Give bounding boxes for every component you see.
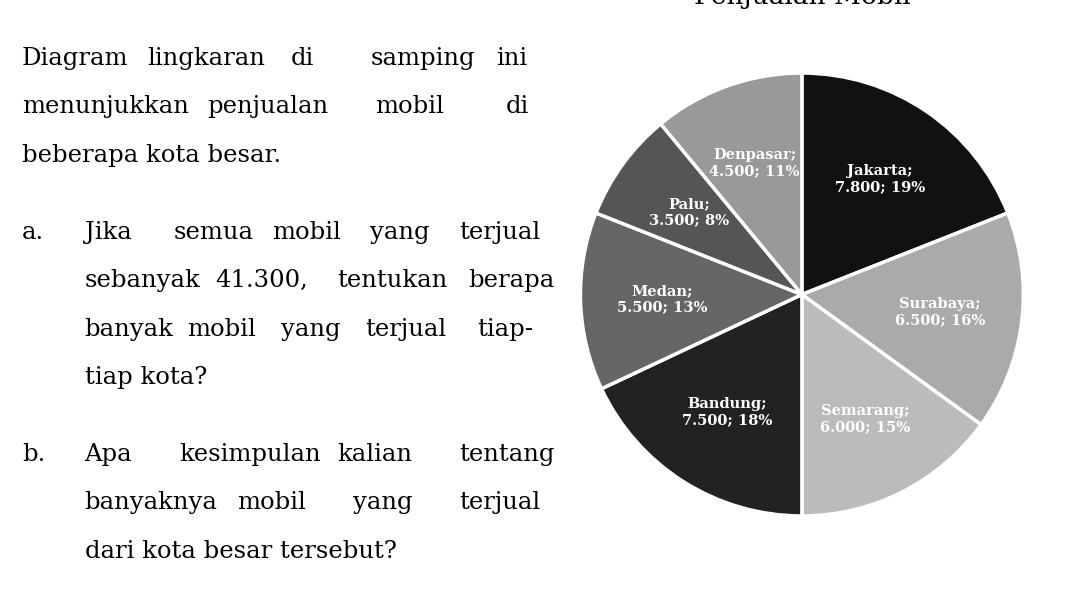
Text: b.: b. [22, 443, 45, 466]
Text: menunjukkan: menunjukkan [22, 95, 189, 118]
Text: tiap kota?: tiap kota? [85, 366, 207, 389]
Text: beberapa kota besar.: beberapa kota besar. [22, 144, 281, 167]
Text: a.: a. [22, 221, 44, 244]
Text: kesimpulan: kesimpulan [179, 443, 321, 466]
Text: penjualan: penjualan [207, 95, 328, 118]
Wedge shape [601, 294, 802, 516]
Text: 41.300,: 41.300, [216, 269, 309, 292]
Text: terjual: terjual [459, 221, 541, 244]
Wedge shape [802, 73, 1008, 294]
Text: banyaknya: banyaknya [85, 491, 217, 514]
Wedge shape [596, 124, 802, 294]
Text: sebanyak: sebanyak [85, 269, 201, 292]
Title: Penjualan Mobil: Penjualan Mobil [694, 0, 910, 9]
Text: Bandung;
7.500; 18%: Bandung; 7.500; 18% [682, 397, 772, 428]
Text: yang: yang [281, 317, 340, 340]
Text: tentang: tentang [459, 443, 555, 466]
Text: mobil: mobil [188, 317, 256, 340]
Text: Surabaya;
6.500; 16%: Surabaya; 6.500; 16% [895, 297, 985, 327]
Text: tentukan: tentukan [337, 269, 447, 292]
Text: Diagram: Diagram [22, 47, 129, 70]
Text: di: di [505, 95, 528, 118]
Text: semua: semua [173, 221, 254, 244]
Text: mobil: mobil [375, 95, 444, 118]
Text: dari kota besar tersebut?: dari kota besar tersebut? [85, 540, 396, 562]
Wedge shape [661, 73, 802, 294]
Wedge shape [580, 213, 802, 389]
Text: yang: yang [370, 221, 430, 244]
Text: di: di [291, 47, 314, 70]
Text: Medan;
5.500; 13%: Medan; 5.500; 13% [618, 284, 708, 314]
Text: mobil: mobil [272, 221, 340, 244]
Text: berapa: berapa [468, 269, 555, 292]
Text: terjual: terjual [365, 317, 447, 340]
Text: mobil: mobil [237, 491, 305, 514]
Text: Jakarta;
7.800; 19%: Jakarta; 7.800; 19% [836, 164, 925, 194]
Text: Denpasar;
4.500; 11%: Denpasar; 4.500; 11% [709, 148, 800, 178]
Text: Semarang;
6.000; 15%: Semarang; 6.000; 15% [820, 403, 910, 434]
Wedge shape [802, 213, 1023, 425]
Text: banyak: banyak [85, 317, 173, 340]
Text: tiap-: tiap- [478, 317, 533, 340]
Wedge shape [802, 294, 981, 516]
Text: Palu;
3.500; 8%: Palu; 3.500; 8% [649, 197, 729, 227]
Text: lingkaran: lingkaran [147, 47, 265, 70]
Text: yang: yang [352, 491, 412, 514]
Text: samping: samping [371, 47, 476, 70]
Text: kalian: kalian [337, 443, 412, 466]
Text: Jika: Jika [85, 221, 131, 244]
Text: ini: ini [496, 47, 527, 70]
Text: terjual: terjual [459, 491, 541, 514]
Text: Apa: Apa [85, 443, 132, 466]
